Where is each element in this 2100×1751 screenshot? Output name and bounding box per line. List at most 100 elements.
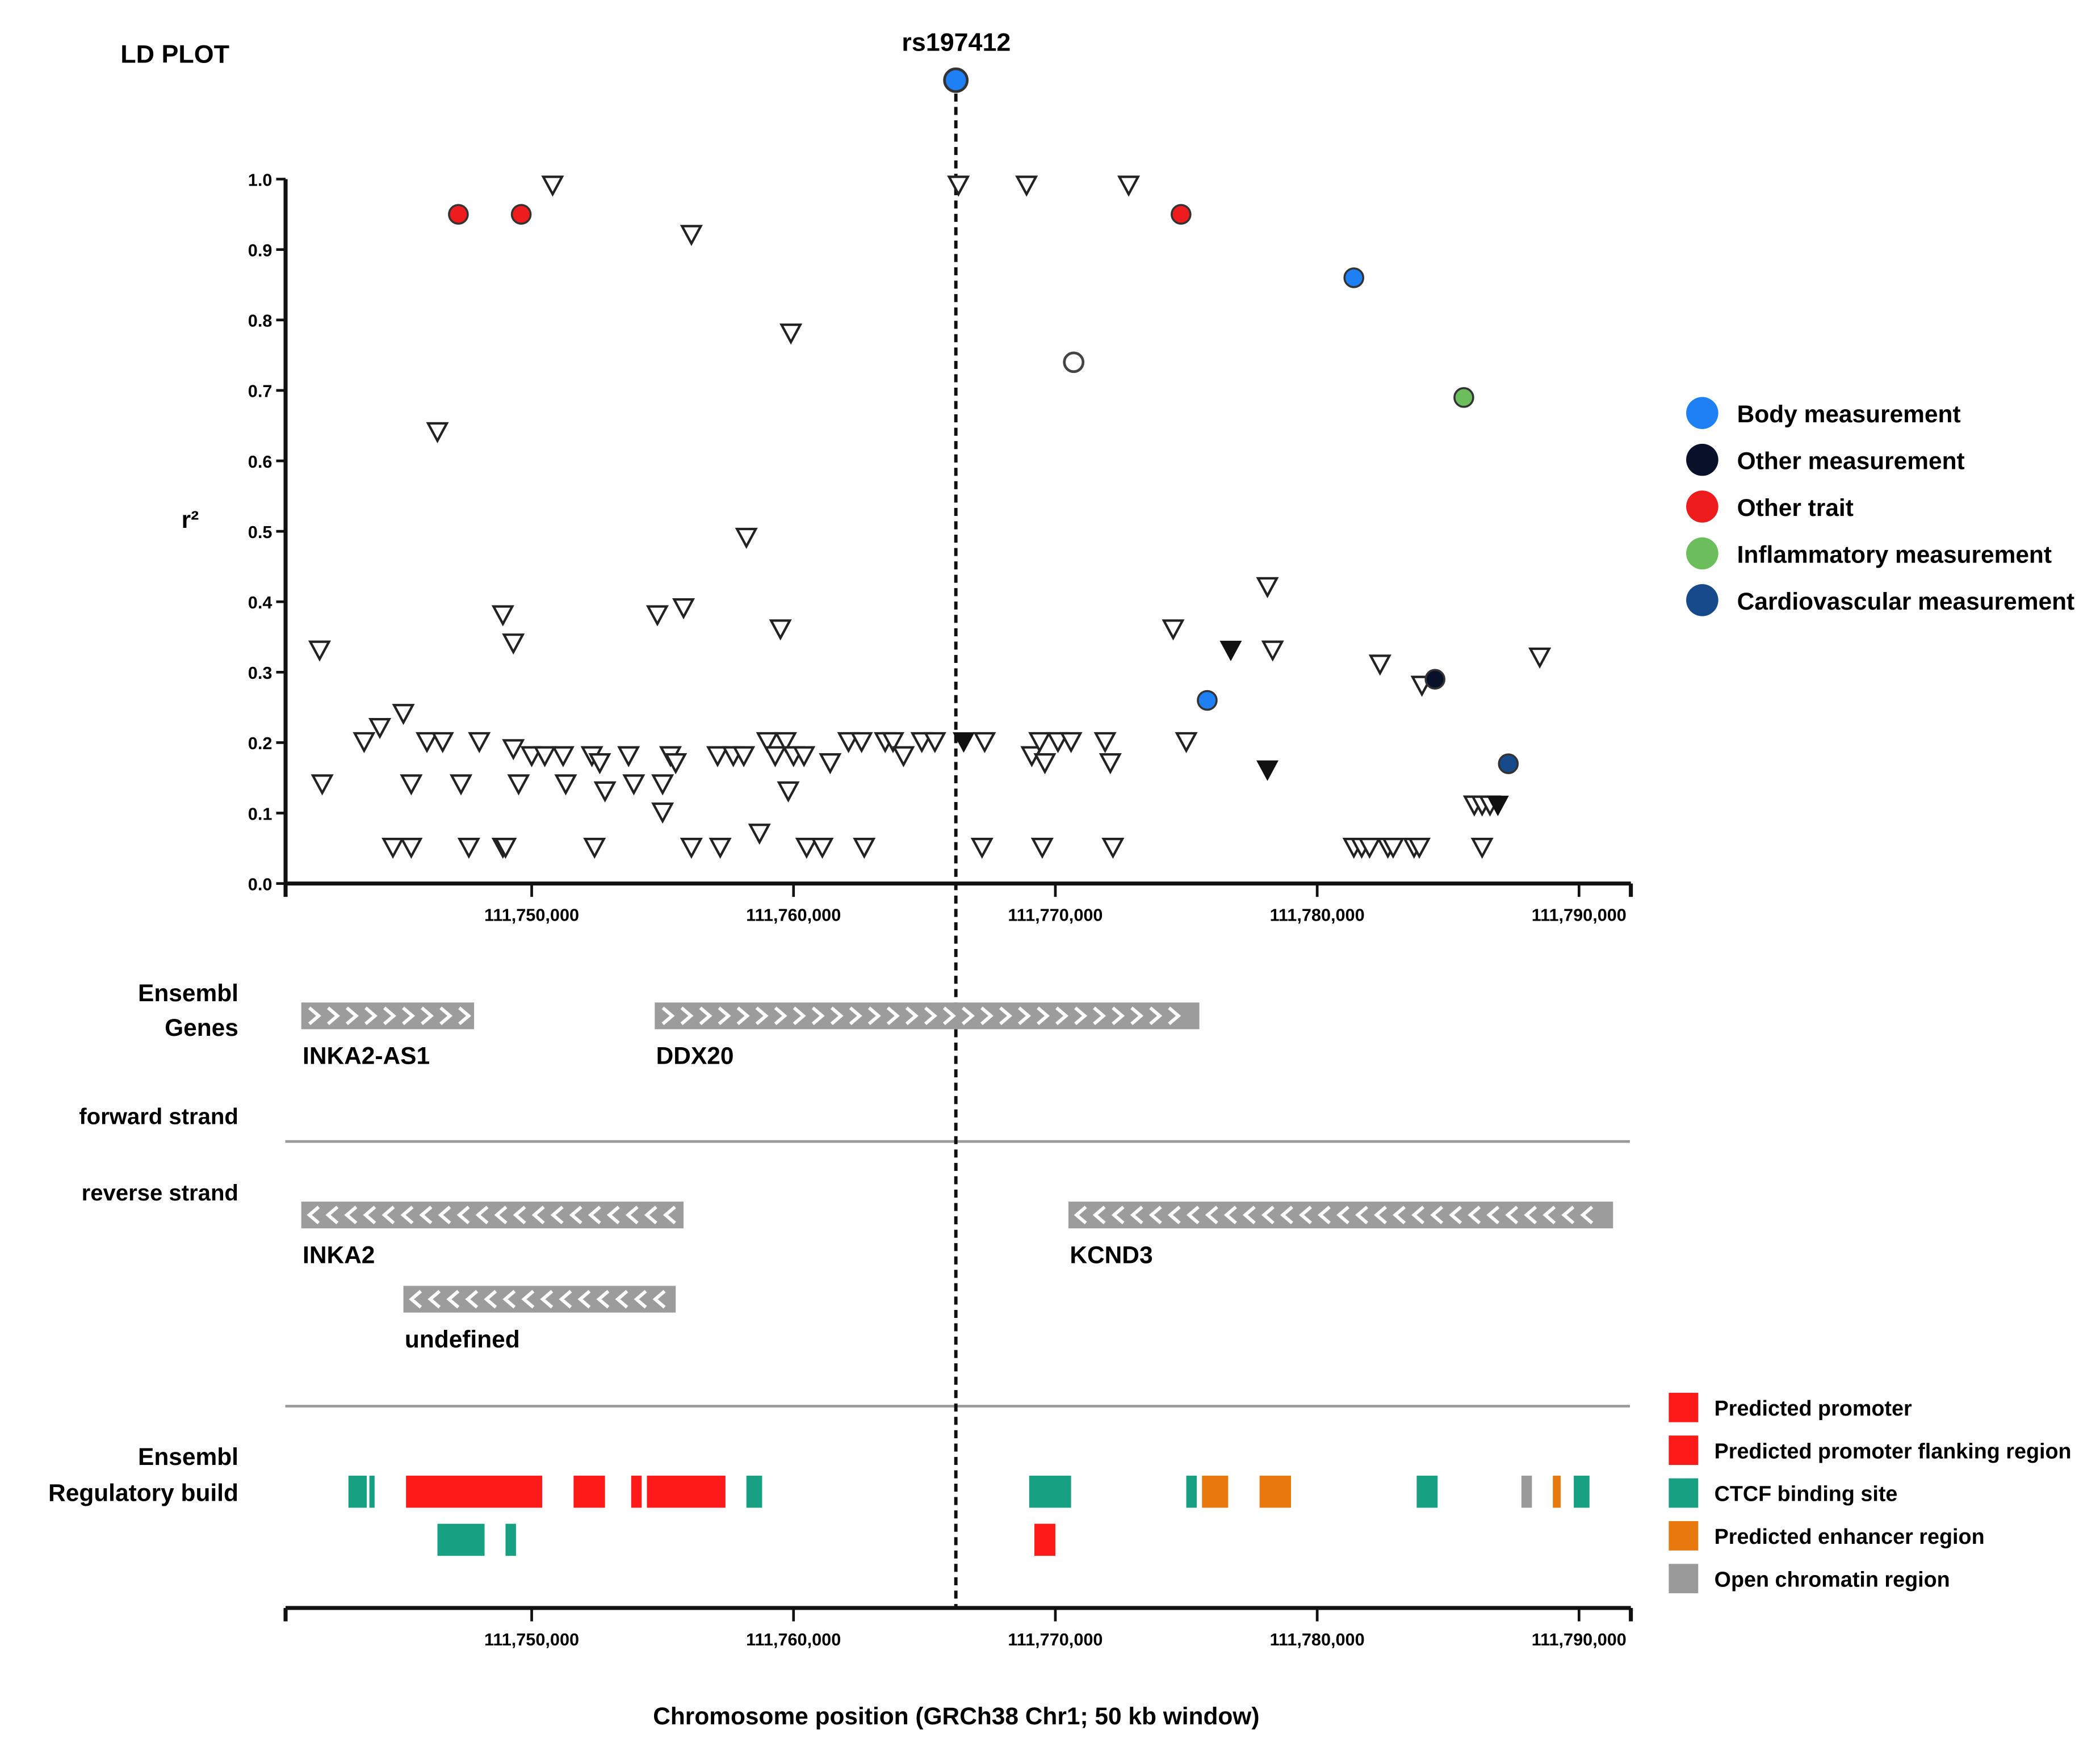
regulatory-feature: [1416, 1475, 1438, 1508]
open-triangle-point: [850, 732, 873, 754]
trait-circle-point: [1498, 753, 1519, 774]
x-tick-label: 111,790,000: [1532, 906, 1627, 925]
regulatory-legend-label: Predicted enhancer region: [1715, 1525, 1985, 1548]
regulatory-feature: [1029, 1475, 1071, 1508]
regulatory-feature: [1553, 1475, 1561, 1508]
open-triangle-point: [680, 837, 703, 859]
regulatory-legend-swatch: [1669, 1435, 1699, 1466]
open-triangle-point: [1028, 732, 1051, 754]
regulatory-legend-label: Open chromatin region: [1715, 1567, 1950, 1591]
trait-circle-point: [1424, 669, 1445, 690]
genes-track-label-2: Genes: [165, 1014, 238, 1041]
regulatory-legend-swatch: [1669, 1564, 1699, 1594]
y-tick-label: 0.4: [248, 593, 273, 612]
gene-label: KCND3: [1070, 1241, 1152, 1268]
open-triangle-point: [368, 717, 392, 740]
open-triangle-point: [1358, 837, 1381, 859]
open-triangle-point: [795, 837, 818, 859]
open-triangle-point: [837, 732, 860, 754]
regulatory-feature: [348, 1475, 367, 1508]
regulatory-feature: [406, 1475, 542, 1508]
open-triangle-point: [1407, 837, 1431, 859]
open-triangle-point: [308, 640, 332, 662]
regulatory-feature: [1521, 1475, 1532, 1508]
legend-label: Body measurement: [1737, 401, 1961, 427]
open-triangle-point: [502, 739, 525, 761]
regulatory-legend-swatch: [1669, 1521, 1699, 1551]
open-triangle-point: [507, 774, 530, 796]
regulatory-feature: [746, 1475, 762, 1508]
open-triangle-point: [756, 732, 779, 754]
open-triangle-point: [554, 774, 577, 796]
regulatory-feature: [647, 1475, 726, 1508]
open-triangle-point: [1256, 577, 1279, 598]
open-triangle-point: [392, 704, 415, 725]
filled-triangle-point: [1486, 795, 1509, 816]
open-triangle-point: [732, 746, 756, 767]
forward-chevron-icon: [308, 1006, 472, 1026]
genes-track-label-1: Ensembl: [138, 980, 238, 1006]
open-triangle-point: [541, 175, 564, 197]
open-triangle-point: [588, 753, 611, 775]
y-tick-label: 0.6: [248, 452, 273, 472]
regulatory-feature: [1034, 1523, 1055, 1556]
open-triangle-point: [1099, 753, 1122, 775]
open-triangle-point: [426, 422, 449, 443]
open-triangle-point: [769, 619, 792, 641]
open-triangle-point: [494, 837, 517, 859]
open-triangle-point: [680, 225, 703, 246]
open-triangle-point: [651, 774, 674, 796]
open-triangle-point: [793, 746, 816, 767]
open-triangle-point: [617, 746, 640, 767]
regulatory-feature: [1186, 1475, 1197, 1508]
forward-strand-label: forward strand: [79, 1105, 238, 1129]
open-triangle-point: [645, 605, 669, 627]
open-triangle-point: [764, 746, 787, 767]
filled-triangle-point: [1219, 640, 1242, 661]
regulatory-feature: [505, 1523, 516, 1556]
open-triangle-point: [1162, 619, 1185, 641]
regulatory-feature: [1574, 1475, 1590, 1508]
open-triangle-point: [533, 746, 556, 767]
y-tick-label: 0.7: [248, 382, 273, 401]
reverse-strand-label: reverse strand: [82, 1181, 238, 1206]
open-triangle-point: [774, 732, 797, 754]
open-triangle-point: [892, 746, 915, 767]
open-triangle-point: [947, 175, 970, 197]
open-triangle-point: [819, 753, 842, 775]
trait-circle-point: [1453, 387, 1474, 408]
trait-circle-point: [510, 204, 532, 225]
open-triangle-point: [468, 732, 491, 754]
legend-swatch: [1686, 584, 1718, 616]
regulatory-feature: [1259, 1475, 1292, 1508]
open-triangle-point: [1368, 654, 1391, 676]
open-triangle-point: [709, 837, 732, 859]
open-triangle-point: [311, 774, 334, 796]
y-tick-label: 0.9: [248, 241, 273, 260]
legend-label: Other trait: [1737, 494, 1854, 521]
forward-chevron-icon: [661, 1006, 1181, 1026]
open-triangle-point: [1381, 837, 1405, 859]
lead-snp-marker: [943, 67, 969, 93]
open-triangle-point: [1046, 732, 1070, 754]
regulatory-track-label-2: Regulatory build: [48, 1480, 238, 1506]
x-axis-label: Chromosome position (GRCh38 Chr1; 50 kb …: [653, 1703, 1259, 1729]
legend-label: Cardiovascular measurement: [1737, 588, 2074, 615]
legend-swatch: [1686, 397, 1718, 429]
regulatory-feature: [1202, 1475, 1229, 1508]
open-triangle-point: [811, 837, 834, 859]
open-triangle-point: [1101, 837, 1125, 859]
regulatory-feature: [369, 1475, 375, 1508]
x-tick-label: 111,750,000: [484, 1630, 579, 1649]
x-tick-label: 111,750,000: [484, 906, 579, 925]
legend-label: Inflammatory measurement: [1737, 541, 2052, 568]
open-triangle-point: [779, 323, 803, 345]
lead-snp-label: rs197412: [902, 28, 1011, 57]
trait-circle-point: [1343, 267, 1364, 288]
legend-swatch: [1686, 537, 1718, 570]
regulatory-feature: [437, 1523, 485, 1556]
open-triangle-point: [431, 732, 454, 754]
open-triangle-point: [881, 732, 905, 754]
open-triangle-point: [1528, 647, 1552, 669]
x-tick-label: 111,780,000: [1270, 906, 1365, 925]
